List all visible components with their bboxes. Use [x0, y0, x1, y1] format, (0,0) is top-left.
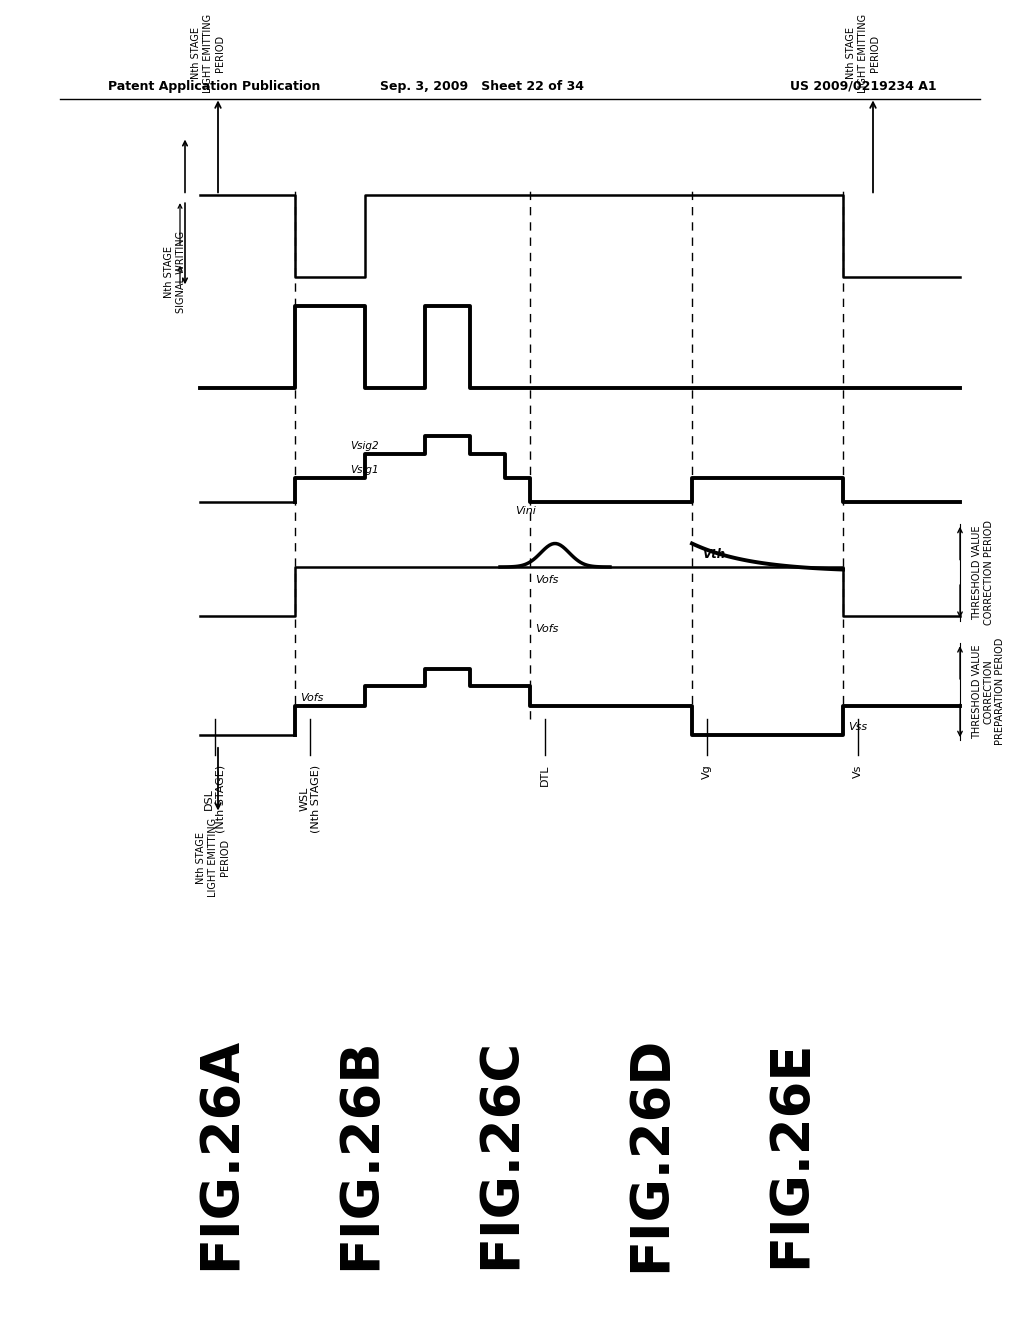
Text: Vofs: Vofs — [300, 693, 324, 702]
Text: Vini: Vini — [515, 506, 536, 516]
Text: DTL: DTL — [540, 764, 550, 785]
Text: US 2009/0219234 A1: US 2009/0219234 A1 — [790, 81, 937, 92]
Text: WSL
(Nth STAGE): WSL (Nth STAGE) — [299, 764, 321, 833]
Text: Vs: Vs — [853, 764, 863, 777]
Text: THRESHOLD VALUE
CORRECTION PERIOD: THRESHOLD VALUE CORRECTION PERIOD — [972, 520, 993, 624]
Text: Vsig2: Vsig2 — [350, 441, 379, 450]
Text: Vss: Vss — [848, 722, 867, 733]
Text: FIG.26E: FIG.26E — [764, 1040, 816, 1269]
Text: THRESHOLD VALUE
CORRECTION
PREPARATION PERIOD: THRESHOLD VALUE CORRECTION PREPARATION P… — [972, 638, 1006, 746]
Text: Patent Application Publication: Patent Application Publication — [108, 81, 321, 92]
Text: FIG.26D: FIG.26D — [624, 1036, 676, 1272]
Text: DSL
(Nth STAGE): DSL (Nth STAGE) — [204, 764, 226, 833]
Text: FIG.26C: FIG.26C — [474, 1039, 526, 1270]
Text: Sep. 3, 2009   Sheet 22 of 34: Sep. 3, 2009 Sheet 22 of 34 — [380, 81, 584, 92]
Text: Vth: Vth — [702, 548, 725, 561]
Text: Nth STAGE
LIGHT EMITTING
PERIOD: Nth STAGE LIGHT EMITTING PERIOD — [197, 818, 229, 898]
Text: Vg: Vg — [702, 764, 712, 779]
Text: Nth STAGE
LIGHT EMITTING
PERIOD: Nth STAGE LIGHT EMITTING PERIOD — [191, 13, 224, 92]
Text: FIG.26A: FIG.26A — [194, 1038, 246, 1270]
Text: Vofs: Vofs — [535, 574, 558, 585]
Text: Vsig1: Vsig1 — [350, 465, 379, 475]
Text: Nth STAGE
SIGNAL WRITING: Nth STAGE SIGNAL WRITING — [164, 231, 185, 313]
Text: Vofs: Vofs — [535, 623, 558, 634]
Text: FIG.26B: FIG.26B — [334, 1038, 386, 1270]
Text: Nth STAGE
LIGHT EMITTING
PERIOD: Nth STAGE LIGHT EMITTING PERIOD — [847, 13, 880, 92]
